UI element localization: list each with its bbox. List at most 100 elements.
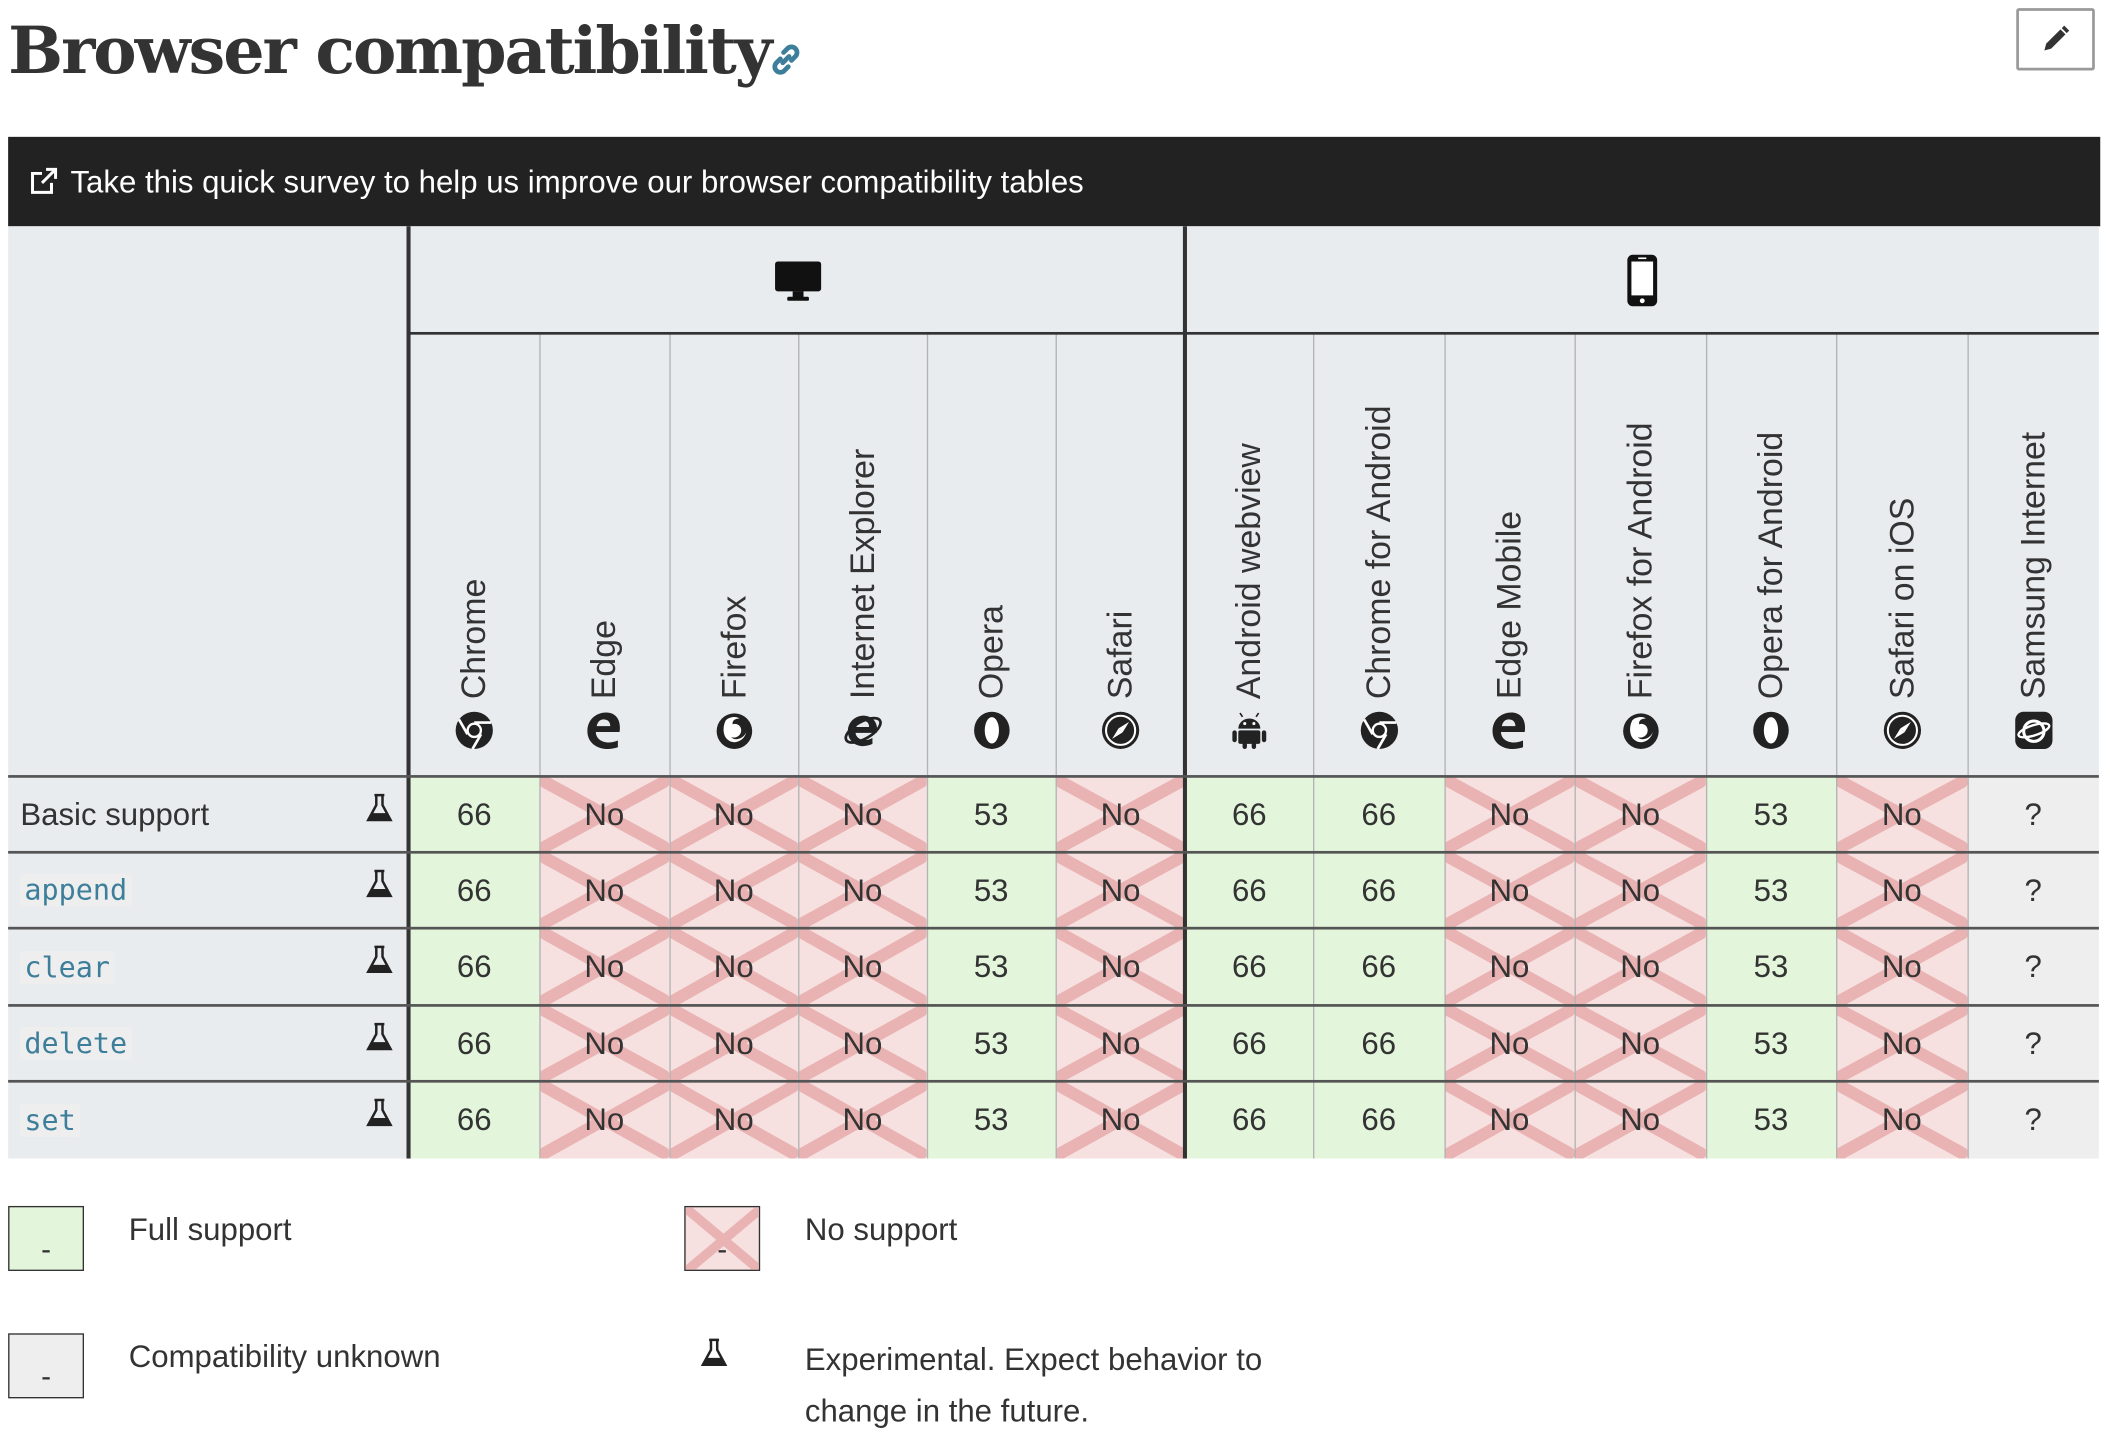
support-cell-yes: 53 (926, 1005, 1056, 1082)
column-divider (1967, 333, 1969, 1159)
support-value: 53 (973, 1101, 1009, 1137)
support-cell-yes: 53 (1705, 928, 1837, 1006)
support-cell-no: No (1574, 852, 1706, 929)
survey-link-text[interactable]: Take this quick survey to help us improv… (70, 163, 1084, 199)
firefox-icon (713, 710, 754, 751)
support-cell-yes: 66 (1312, 1005, 1445, 1082)
support-cell-yes: 53 (926, 776, 1056, 853)
support-value: ? (2024, 1025, 2042, 1061)
legend-label: Experimental. Expect behavior to change i… (805, 1333, 1262, 1436)
support-cell-no: No (1444, 852, 1575, 929)
support-cell-unknown: ? (1967, 928, 2099, 1006)
feature-code-link[interactable]: clear (20, 950, 115, 984)
mobile-icon (1626, 253, 1659, 307)
browser-name: Safari on iOS (1882, 497, 1921, 700)
experimental-flask-icon (364, 1019, 394, 1054)
feature-row-label: delete (8, 1005, 408, 1082)
legend-label: No support (804, 1211, 958, 1247)
support-value: No (842, 1025, 883, 1061)
row-divider (8, 1079, 2099, 1083)
support-value: No (1489, 948, 1530, 984)
legend-swatch-text: - (41, 1359, 52, 1393)
browser-name: Chrome (455, 578, 494, 700)
row-divider (8, 1004, 2099, 1007)
support-cell-yes: 66 (409, 1081, 540, 1159)
feature-code-link[interactable]: delete (20, 1027, 132, 1060)
feature-code-link[interactable]: append (20, 873, 132, 907)
edit-button[interactable] (2016, 8, 2095, 71)
column-divider (1312, 333, 1315, 1159)
support-cell-no: No (1574, 776, 1706, 853)
feature-name: Basic support (20, 796, 210, 832)
support-value: 66 (1231, 1101, 1267, 1137)
row-divider (8, 926, 2099, 930)
support-value: No (584, 1101, 625, 1137)
legend-label: Compatibility unknown (128, 1338, 441, 1374)
support-value: 53 (1753, 1025, 1789, 1061)
browser-name: Android webview (1230, 443, 1269, 700)
browser-name: Opera (972, 605, 1011, 700)
feature-code-link[interactable]: set (20, 1103, 80, 1137)
support-value: 66 (1361, 796, 1397, 832)
experimental-flask-icon (699, 1335, 729, 1370)
column-divider (1444, 333, 1446, 1159)
desktop-icon (773, 258, 822, 301)
support-cell-yes: 53 (1705, 1005, 1837, 1082)
browser-name: Chrome for Android (1359, 405, 1398, 700)
column-divider (798, 333, 800, 1159)
support-value: No (584, 871, 625, 908)
support-value: 66 (1231, 871, 1267, 908)
legend-swatch-unknown: - (8, 1333, 85, 1399)
legend-label-line: Experimental. Expect behavior to (804, 1341, 1263, 1377)
support-value: No (1620, 948, 1661, 984)
support-cell-unknown: ? (1967, 1005, 2099, 1082)
browser-name: Edge Mobile (1490, 510, 1529, 700)
internet-explorer-icon (842, 710, 883, 751)
platform-divider (409, 331, 2099, 335)
external-link-icon (31, 167, 58, 194)
support-cell-no: No (669, 852, 799, 929)
support-cell-no: No (1574, 1081, 1706, 1159)
column-divider (926, 333, 929, 1159)
chrome-icon (454, 710, 495, 751)
support-cell-no: No (669, 928, 799, 1006)
support-cell-no: No (539, 928, 670, 1006)
support-cell-yes: 66 (1312, 852, 1445, 929)
survey-banner[interactable]: Take this quick survey to help us improv… (8, 136, 2101, 227)
support-cell-unknown: ? (1967, 1081, 2099, 1159)
opera-icon (1751, 710, 1792, 751)
support-cell-yes: 66 (1312, 928, 1445, 1006)
support-value: No (842, 948, 883, 984)
support-cell-yes: 53 (1705, 776, 1837, 853)
support-cell-yes: 66 (1312, 1081, 1445, 1159)
support-cell-no: No (669, 776, 799, 853)
support-cell-no: No (798, 1081, 927, 1159)
support-value: 66 (456, 1025, 492, 1061)
column-divider (1574, 333, 1576, 1159)
link-icon[interactable] (767, 41, 805, 79)
legend-label-line: change in the future. (804, 1392, 1090, 1429)
support-cell-no: No (1055, 852, 1186, 929)
browser-name: Edge (585, 620, 624, 700)
support-value: 53 (973, 871, 1009, 908)
support-value: No (713, 796, 754, 832)
compat-table: Chrome Edge Firefox Internet Explorer Opera S… (8, 226, 2099, 1428)
support-cell-no: No (1836, 1081, 1968, 1159)
support-cell-no: No (798, 928, 927, 1006)
support-value: No (1489, 871, 1530, 908)
support-value: 53 (1753, 871, 1789, 908)
browser-name: Internet Explorer (843, 448, 882, 700)
pencil-icon (2044, 25, 2070, 51)
legend-label: Full support (128, 1211, 292, 1247)
support-value: No (842, 871, 883, 908)
support-value: 66 (1231, 1025, 1267, 1061)
experimental-flask-icon (364, 790, 394, 825)
support-cell-yes: 53 (926, 852, 1056, 929)
support-value: No (1881, 1025, 1922, 1061)
support-value: 66 (456, 796, 492, 832)
chrome-icon (1358, 710, 1399, 751)
support-cell-no: No (798, 1005, 927, 1082)
support-cell-yes: 53 (926, 1081, 1056, 1159)
edge-icon (584, 710, 625, 751)
support-cell-no: No (1444, 1005, 1575, 1082)
